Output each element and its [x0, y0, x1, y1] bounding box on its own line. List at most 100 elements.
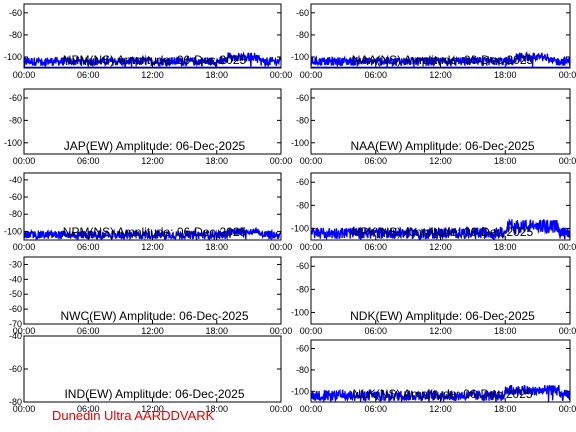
y-tick-label: -70 [9, 319, 22, 329]
x-tick-label: 18:00 [205, 70, 228, 80]
y-tick-label: -60 [9, 304, 22, 314]
y-tick-label: -30 [9, 259, 22, 269]
x-tick-label: 06:00 [364, 242, 387, 252]
x-tick-label: 00:00 [13, 326, 36, 336]
x-tick-label: 12:00 [141, 326, 164, 336]
x-tick-label: 12:00 [429, 242, 452, 252]
x-tick-label: 00:00 [270, 156, 293, 166]
x-tick-label: 00:00 [300, 404, 323, 414]
x-tick-label: 00:00 [300, 156, 323, 166]
chart-panel-5: -40 -60 -80 -100 00:00 06:00 12:00 18:00 00:00 NP… [4, 172, 293, 252]
x-tick-label: 06:00 [77, 326, 100, 336]
y-tick-label: -60 [9, 93, 22, 103]
y-tick-label: -80 [9, 397, 22, 407]
y-tick-label: -40 [9, 331, 22, 341]
x-tick-label: 06:00 [364, 70, 387, 80]
y-tick-label: -100 [291, 138, 309, 148]
series-line [310, 384, 571, 403]
series-line [310, 51, 571, 69]
x-tick-label: 00:00 [13, 70, 36, 80]
x-tick-label: 00:00 [300, 242, 323, 252]
chart-title: NPM(NS) Amplitude: 06-Dec-2025 [63, 53, 247, 67]
x-tick-label: 00:00 [559, 326, 576, 336]
y-tick-label: -80 [9, 30, 22, 40]
x-tick-label: 12:00 [429, 404, 452, 414]
chart-panel-3: -60 -80 -100 00:00 06:00 12:00 18:00 00:00 JAP(E… [4, 88, 293, 166]
x-tick-label: 00:00 [13, 242, 36, 252]
x-tick-label: 12:00 [141, 156, 164, 166]
y-tick-label: -100 [291, 223, 309, 233]
chart-panel-1: -60 -80 -100 00:00 06:00 12:00 18:00 00:00 NPM(N… [4, 3, 293, 80]
chart-panel-10: -60 -80 -100 00:00 06:00 12:00 18:00 00:00 NLK(N… [291, 339, 576, 414]
x-tick-label: 00:00 [13, 156, 36, 166]
x-tick-label: 00:00 [270, 326, 293, 336]
x-tick-label: 12:00 [429, 326, 452, 336]
chart-panel-2: -60 -80 -100 00:00 06:00 12:00 18:00 00:00 NAA(N… [291, 3, 576, 80]
chart-title: NPK(NS) Amplitude: 06-Dec-2025 [352, 225, 534, 239]
x-tick-label: 00:00 [300, 70, 323, 80]
y-tick-label: -100 [4, 226, 22, 236]
y-tick-label: -100 [4, 138, 22, 148]
x-tick-label: 06:00 [364, 326, 387, 336]
y-tick-label: -80 [296, 30, 309, 40]
x-tick-label: 00:00 [270, 242, 293, 252]
y-tick-label: -50 [9, 289, 22, 299]
footer-label: Dunedin Ultra AARDDVARK [52, 408, 215, 423]
x-tick-label: 12:00 [141, 70, 164, 80]
x-tick-label: 00:00 [559, 242, 576, 252]
x-tick-label: 00:00 [559, 404, 576, 414]
y-tick-label: -80 [296, 284, 309, 294]
chart-title: NPM(NS) Amplitude: 06-Dec-2025 [63, 225, 247, 239]
y-tick-label: -40 [9, 175, 22, 185]
y-tick-label: -60 [296, 93, 309, 103]
y-tick-label: -60 [9, 364, 22, 374]
x-tick-label: 06:00 [77, 242, 100, 252]
y-tick-label: -100 [291, 52, 309, 62]
x-tick-label: 18:00 [205, 326, 228, 336]
x-tick-label: 00:00 [559, 70, 576, 80]
x-tick-label: 12:00 [429, 156, 452, 166]
x-tick-label: 12:00 [429, 70, 452, 80]
x-tick-label: 18:00 [494, 156, 517, 166]
chart-panel-6: -60 -80 -100 00:00 06:00 12:00 18:00 00:00 NPK(N… [291, 172, 576, 252]
chart-panel-4: -60 -80 -100 00:00 06:00 12:00 18:00 00:00 NAA(E… [291, 88, 576, 166]
chart-title: IND(EW) Amplitude: 06-Dec-2025 [64, 387, 244, 401]
x-tick-label: 18:00 [205, 242, 228, 252]
series-line [310, 218, 571, 241]
y-tick-label: -100 [291, 386, 309, 396]
chart-title: NDK(EW) Amplitude: 06-Dec-2025 [350, 309, 535, 323]
x-tick-label: 00:00 [300, 326, 323, 336]
x-tick-label: 00:00 [559, 156, 576, 166]
x-tick-label: 00:00 [270, 404, 293, 414]
y-tick-label: -80 [296, 200, 309, 210]
y-tick-label: -80 [9, 209, 22, 219]
x-tick-label: 06:00 [77, 404, 100, 414]
y-tick-label: -40 [9, 274, 22, 284]
y-tick-label: -60 [9, 8, 22, 18]
x-tick-label: 18:00 [205, 404, 228, 414]
x-tick-label: 06:00 [77, 156, 100, 166]
chart-title: NWC(EW) Amplitude: 06-Dec-2025 [60, 309, 248, 323]
x-tick-label: 06:00 [364, 404, 387, 414]
x-tick-label: 12:00 [141, 404, 164, 414]
x-tick-label: 18:00 [494, 70, 517, 80]
y-tick-label: -60 [296, 261, 309, 271]
y-tick-label: -60 [296, 344, 309, 354]
x-tick-label: 18:00 [205, 156, 228, 166]
y-tick-label: -60 [296, 177, 309, 187]
chart-panel-8: -60 -80 -100 00:00 06:00 12:00 18:00 00:00 NDK(E… [291, 256, 576, 336]
y-tick-label: -60 [9, 192, 22, 202]
x-tick-label: 06:00 [364, 156, 387, 166]
x-tick-label: 00:00 [13, 404, 36, 414]
y-tick-label: -100 [4, 52, 22, 62]
x-tick-label: 18:00 [494, 242, 517, 252]
y-tick-label: -80 [296, 115, 309, 125]
x-tick-label: 06:00 [77, 70, 100, 80]
x-tick-label: 18:00 [494, 404, 517, 414]
chart-title: NAA(EW) Amplitude: 06-Dec-2025 [350, 139, 534, 153]
chart-title: NLK(NS) Amplitude: 06-Dec-2025 [352, 387, 532, 401]
x-tick-label: 00:00 [270, 70, 293, 80]
